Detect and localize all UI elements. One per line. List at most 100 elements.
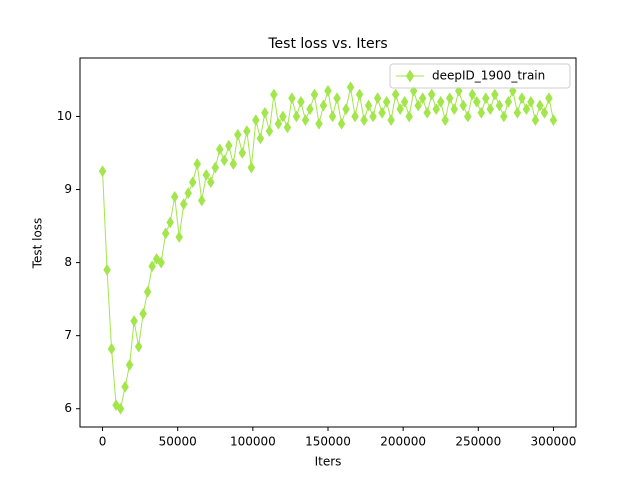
data-point — [279, 110, 287, 123]
data-point — [130, 315, 138, 328]
data-point — [549, 114, 558, 127]
data-point — [518, 92, 526, 105]
data-point — [351, 110, 359, 123]
legend-marker — [405, 69, 415, 83]
data-point — [504, 95, 513, 108]
data-point — [121, 380, 129, 393]
data-point — [369, 110, 377, 123]
data-point — [125, 358, 134, 371]
data-point — [373, 92, 382, 105]
data-point — [261, 106, 269, 119]
x-tick-label: 250000 — [455, 435, 501, 449]
data-point — [270, 88, 278, 101]
data-point — [256, 132, 265, 145]
data-point — [134, 340, 143, 353]
data-point — [193, 157, 202, 170]
data-point — [522, 103, 531, 116]
data-point — [482, 92, 490, 105]
data-point — [288, 92, 296, 105]
data-point — [157, 256, 165, 269]
data-point — [283, 121, 292, 134]
data-point — [445, 92, 454, 105]
data-point — [116, 402, 125, 415]
data-point — [161, 227, 170, 240]
data-point — [188, 176, 197, 189]
data-point — [297, 95, 305, 108]
data-point — [103, 263, 111, 276]
data-point — [179, 198, 188, 211]
x-tick-label: 100000 — [230, 435, 276, 449]
data-point — [333, 92, 341, 105]
data-point — [432, 103, 441, 116]
data-point — [436, 95, 445, 108]
data-point — [531, 114, 540, 127]
data-point — [98, 165, 107, 178]
data-point — [536, 99, 544, 112]
data-point — [139, 307, 147, 320]
data-point — [346, 81, 355, 94]
data-point — [342, 103, 350, 116]
data-point — [175, 231, 183, 243]
data-point — [202, 168, 211, 181]
data-point — [215, 143, 224, 156]
x-axis-label: Iters — [315, 455, 342, 469]
data-point — [414, 99, 422, 112]
data-point — [225, 139, 233, 152]
data-point — [468, 88, 477, 101]
data-point — [360, 114, 368, 127]
data-point — [486, 103, 495, 116]
data-point — [274, 117, 283, 130]
legend-label: deepID_1900_train — [432, 69, 545, 83]
data-point — [450, 103, 459, 116]
data-point — [197, 194, 206, 207]
data-point — [220, 154, 229, 167]
data-point — [396, 103, 404, 116]
data-point — [247, 161, 256, 174]
data-point — [459, 99, 468, 112]
data-point — [427, 88, 436, 101]
data-point — [382, 95, 391, 108]
x-tick-label: 50000 — [159, 435, 197, 449]
x-tick-label: 300000 — [531, 435, 577, 449]
data-point — [238, 147, 247, 159]
data-point — [491, 88, 499, 101]
data-point — [441, 114, 450, 127]
data-point — [306, 103, 314, 116]
data-point — [400, 95, 409, 108]
data-point — [513, 106, 522, 119]
data-point — [540, 106, 549, 119]
y-tick-label: 8 — [64, 255, 72, 269]
data-point — [364, 99, 373, 112]
data-point — [387, 114, 395, 127]
data-point — [252, 114, 260, 127]
data-point — [355, 88, 364, 101]
data-point — [206, 176, 215, 189]
data-point — [229, 157, 238, 170]
data-point — [292, 110, 301, 123]
data-point — [243, 125, 251, 138]
y-tick-label: 10 — [57, 109, 72, 123]
plot-area — [98, 81, 558, 415]
data-point — [315, 117, 323, 130]
chart-title: Test loss vs. Iters — [267, 36, 387, 52]
data-point — [391, 88, 400, 101]
data-point — [148, 260, 156, 273]
data-point — [328, 110, 337, 123]
y-axis-label: Test loss — [31, 218, 45, 270]
data-point — [107, 342, 116, 355]
data-point — [418, 92, 427, 105]
data-point — [337, 117, 346, 130]
data-point — [477, 106, 486, 119]
data-point — [463, 110, 472, 123]
y-tick-label: 9 — [64, 182, 72, 196]
y-tick-label: 7 — [64, 328, 72, 342]
data-point — [166, 216, 174, 229]
legend-box — [389, 63, 571, 89]
data-point — [265, 125, 274, 138]
x-tick-label: 200000 — [380, 435, 426, 449]
data-point — [324, 84, 332, 97]
data-point — [170, 190, 179, 203]
data-point — [319, 99, 328, 112]
data-point — [545, 92, 553, 105]
y-tick-label: 6 — [64, 401, 72, 415]
